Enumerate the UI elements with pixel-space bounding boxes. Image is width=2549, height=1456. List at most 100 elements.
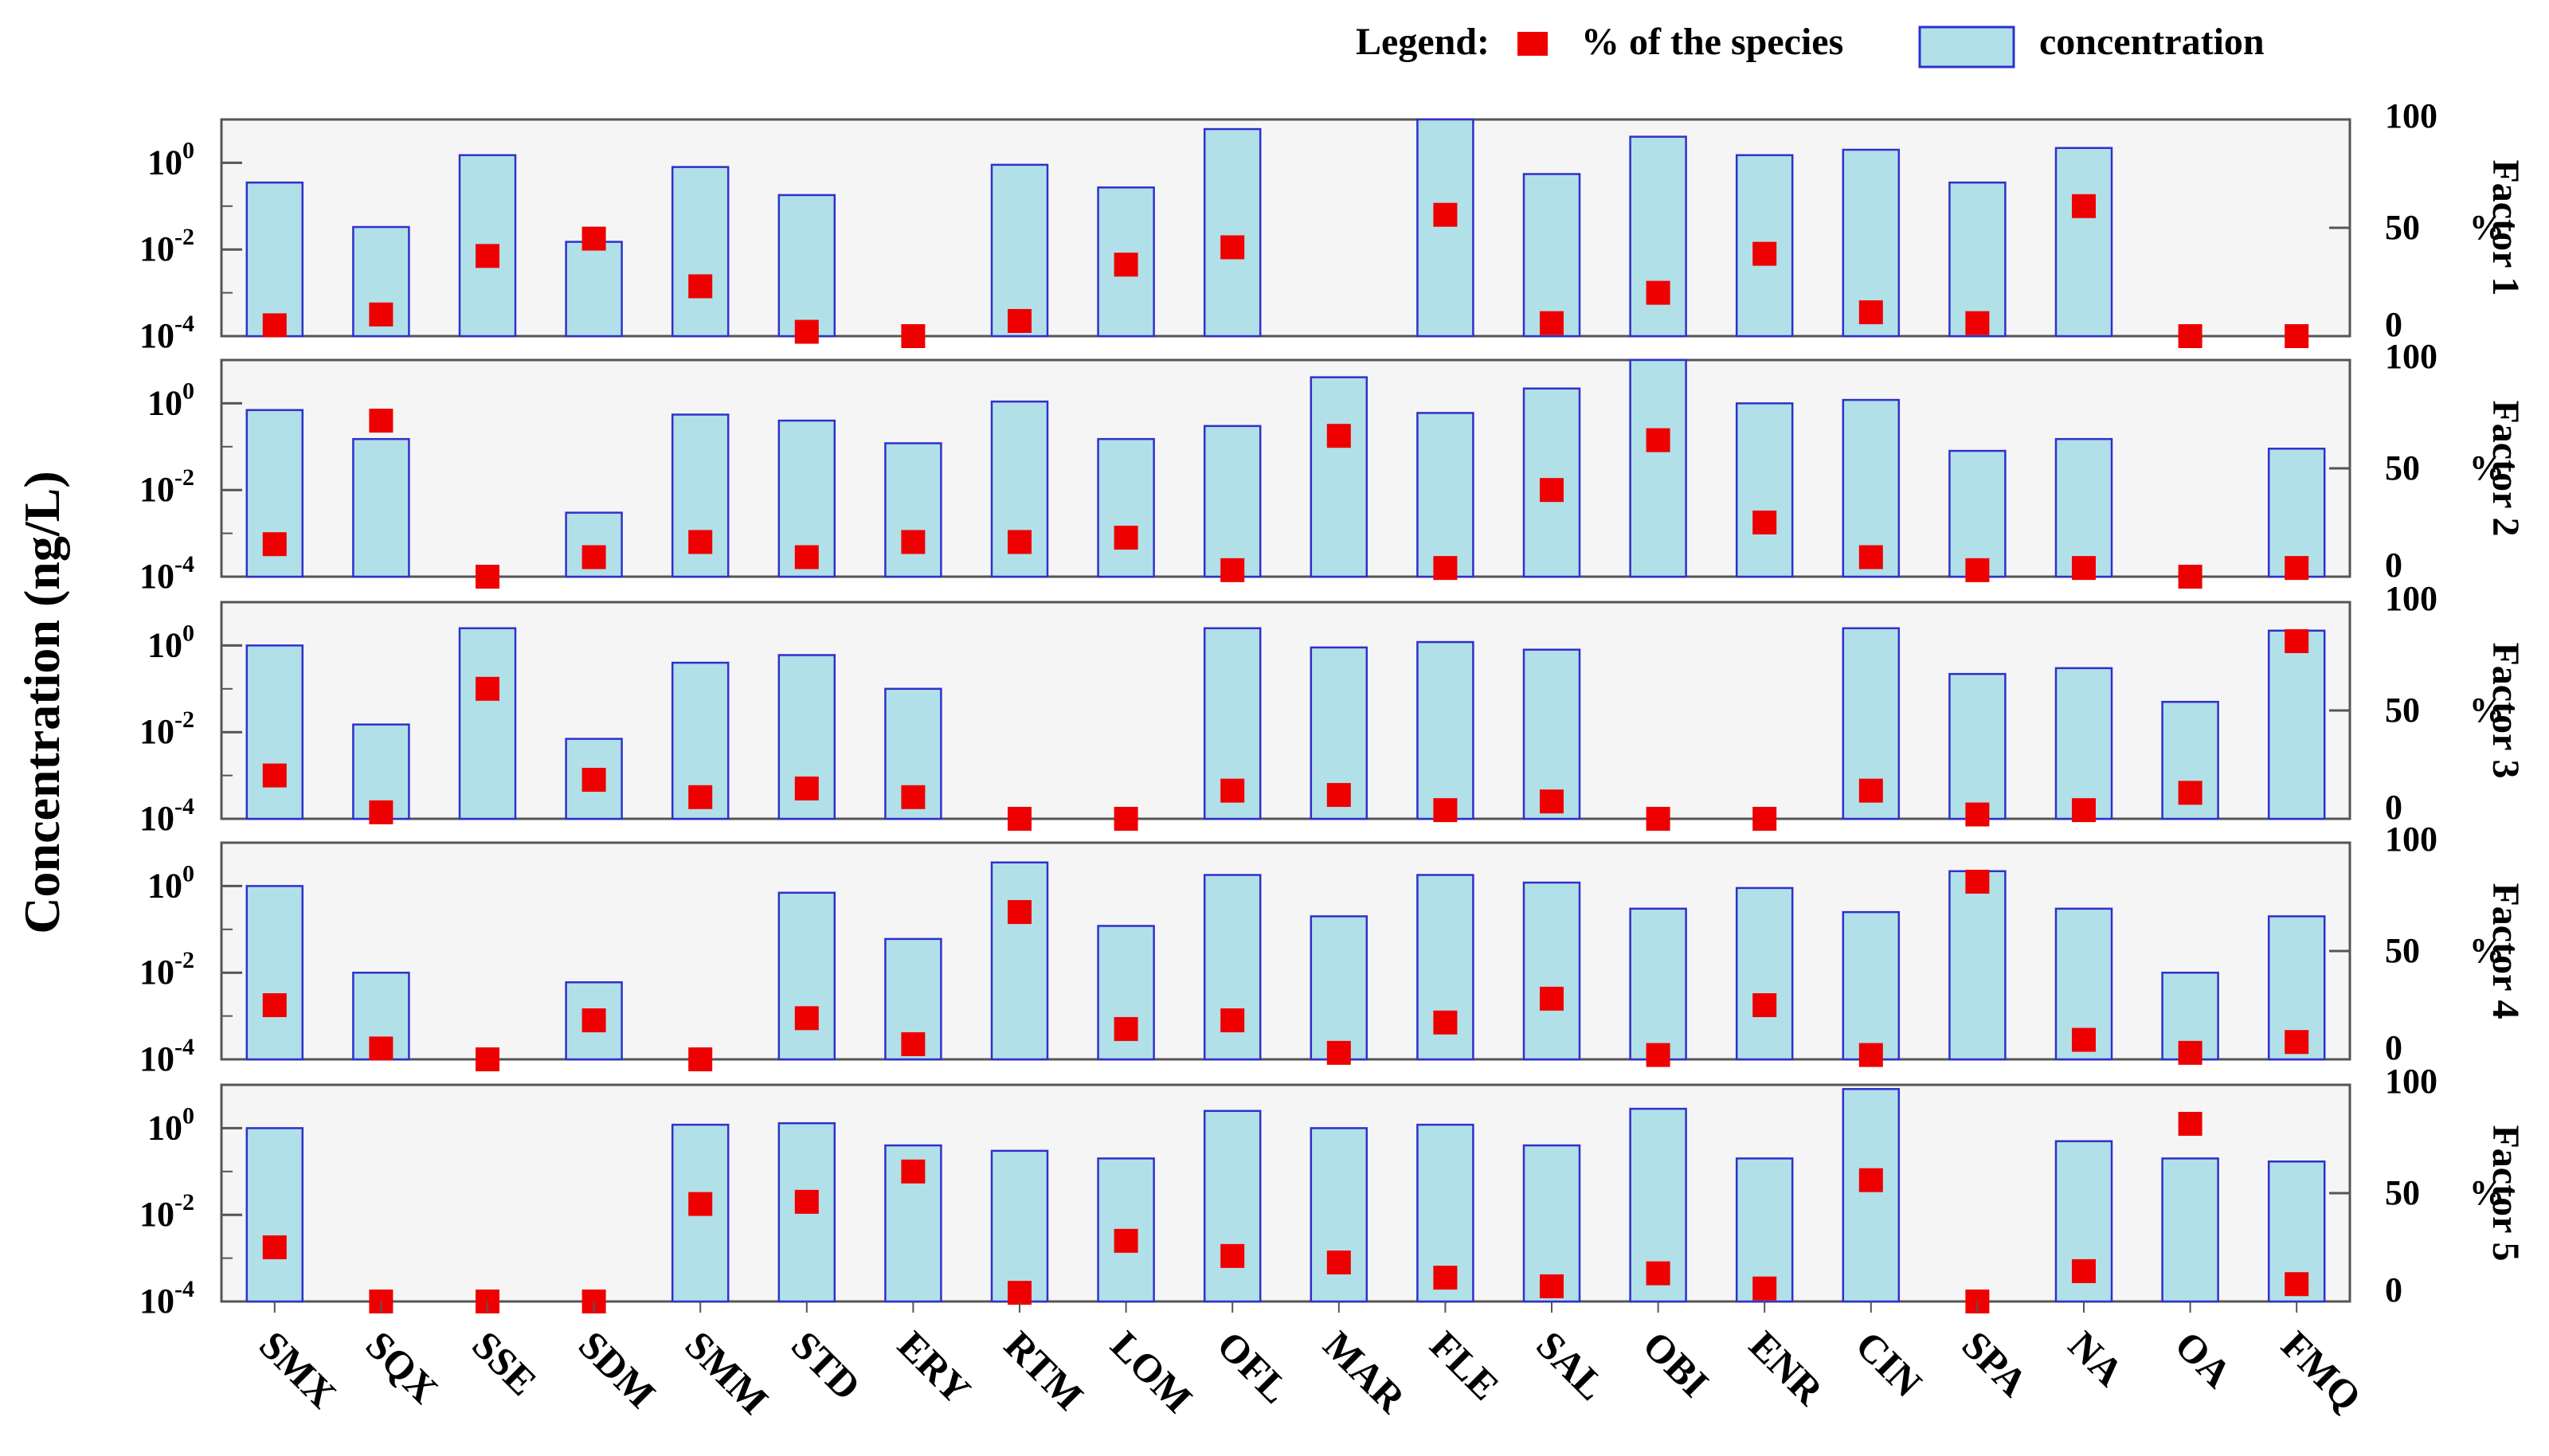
concentration-bar [245,1127,304,1303]
percent-marker [1752,1276,1777,1301]
percent-marker [1540,986,1564,1011]
percent-marker [476,1047,499,1071]
percent-marker [2072,798,2096,823]
concentration-bar [671,661,730,820]
percent-marker [1752,241,1777,266]
y-tick-label: 10-2 [139,224,194,268]
percent-marker [1326,1040,1351,1065]
concentration-bar [2054,437,2113,578]
percent-marker [2285,1030,2309,1055]
concentration-bar [1522,881,1581,1061]
concentration-bar [1310,1127,1368,1303]
y2-tick-label: 0 [2385,546,2402,585]
percent-marker [794,319,819,344]
panel-5: 100 10-2 10-4 100 50 % 0 Factor 5 [139,1062,2527,1321]
legend-bar-swatch [1918,25,2015,68]
x-tick-label: ENR [1740,1322,1832,1414]
y2-tick-label: 100 [2385,579,2437,618]
y2-unit-label: % [2469,691,2504,730]
percent-marker [2178,324,2202,348]
y-tick-label: 10-4 [139,1276,194,1321]
percent-marker [369,409,394,433]
legend-bar-label: concentration [2039,21,2265,63]
x-tick-label: ERY [890,1322,980,1412]
y-axis-label: Concentration (ng/L) [14,471,70,933]
percent-marker [2178,1040,2202,1065]
percent-marker [581,545,606,569]
percent-marker [1433,202,1458,227]
percent-marker [1433,798,1458,823]
percent-marker [1646,280,1670,305]
percent-marker [1114,807,1138,831]
y2-tick-label: 0 [2385,1028,2402,1067]
x-tick-label: SMX [251,1322,345,1416]
legend-marker-swatch [1517,32,1548,56]
concentration-bar [565,241,623,338]
legend: Legend: % of the species concentration [1356,21,2265,68]
factor-label: Factor 2 [2484,400,2527,536]
percent-marker [1540,789,1564,814]
concentration-bar [1310,376,1368,578]
percent-marker [262,532,287,557]
y2-tick-label: 50 [2385,931,2420,970]
concentration-bar [1203,127,1262,338]
percent-marker [1220,1008,1245,1033]
percent-marker [1646,807,1670,831]
x-tick-label: NA [2060,1322,2132,1395]
percent-marker [1220,778,1245,803]
concentration-bar [884,442,942,578]
percent-marker [1646,428,1670,452]
percent-marker [1114,1016,1138,1041]
percent-marker [901,324,926,348]
x-tick-label: CIN [1847,1322,1930,1405]
y2-tick-label: 100 [2385,337,2437,376]
concentration-bar [777,654,836,820]
percent-marker [581,1008,606,1033]
percent-marker [1008,530,1032,554]
x-tick-label: FLE [1422,1322,1508,1408]
percent-marker [2285,1272,2309,1297]
percent-marker [369,302,394,327]
concentration-bar [1416,412,1474,578]
concentration-bar [1097,437,1155,578]
percent-marker [1646,1261,1670,1286]
concentration-bar [2161,1157,2219,1303]
percent-marker [2285,324,2309,348]
percent-marker [476,244,499,268]
concentration-bar [2267,448,2326,578]
y2-tick-label: 100 [2385,1062,2437,1101]
percent-marker [688,1047,713,1071]
y2-tick-label: 0 [2385,1270,2402,1309]
percent-marker [262,763,287,788]
x-tick-label: FMQ [2273,1322,2370,1419]
percent-marker [2285,556,2309,581]
y-tick-label: 100 [147,1102,194,1147]
percent-marker [1858,300,1883,325]
concentration-bar [777,891,836,1061]
percent-marker [262,1235,287,1259]
panel-frame [220,118,2351,338]
percent-marker [2072,1258,2096,1283]
percent-marker [262,313,287,338]
y2-tick-label: 50 [2385,1173,2420,1212]
concentration-bar [1203,1110,1262,1303]
percent-marker [1114,526,1138,550]
y2-tick-label: 100 [2385,820,2437,859]
concentration-bar [2267,629,2326,820]
concentration-bar [1203,425,1262,578]
percent-marker [1965,869,1990,894]
concentration-bar [777,194,836,338]
percent-marker [476,676,499,701]
percent-marker [581,226,606,251]
percent-marker [1752,993,1777,1017]
concentration-bar [1629,358,1687,578]
percent-marker [688,785,713,809]
concentration-bar [1948,672,2007,820]
x-tick-label: SDM [570,1322,664,1416]
legend-prefix: Legend: [1356,21,1490,63]
concentration-bar [1948,181,2007,338]
percent-marker [2178,565,2202,589]
panel-frame [220,1083,2351,1303]
y2-unit-label: % [2469,448,2504,487]
